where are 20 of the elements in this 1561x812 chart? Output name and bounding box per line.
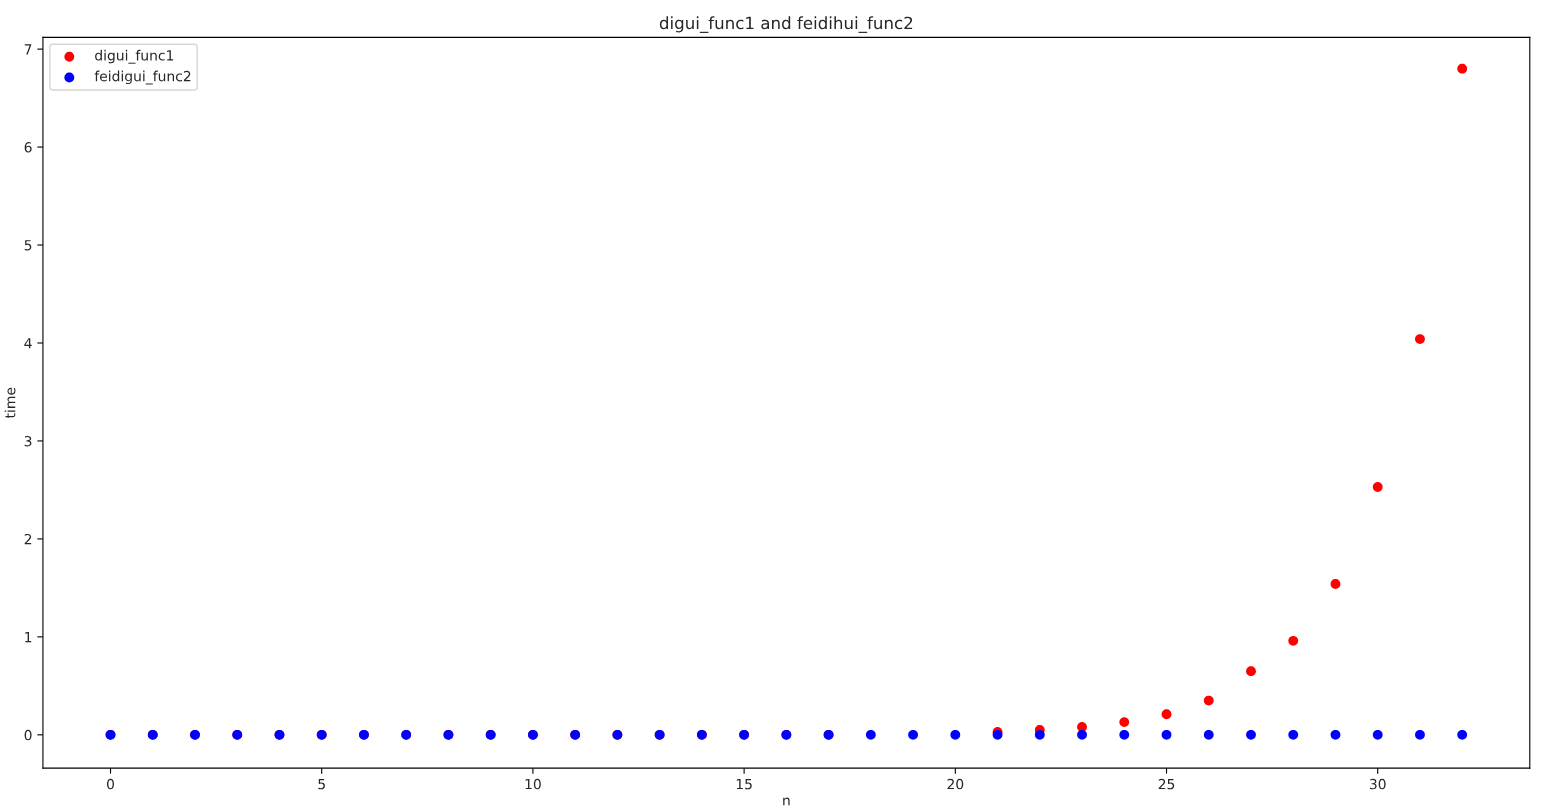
y-tick-label: 5 (24, 240, 32, 251)
x-tick-label: 25 (1158, 778, 1175, 790)
y-tick-label: 7 (24, 44, 32, 55)
legend-label: feidigui_func2 (94, 70, 191, 85)
y-tick-label: 6 (24, 142, 32, 153)
x-tick-label: 0 (107, 778, 115, 790)
x-tick-label: 5 (318, 779, 325, 790)
legend-label: digui_func1 (95, 49, 174, 64)
y-tick-label: 2 (24, 533, 32, 545)
x-tick-label: 15 (736, 779, 752, 790)
y-tick-label: 1 (25, 632, 32, 643)
x-axis-title: n (783, 797, 790, 806)
chart-title: digui_func1 and feidihui_func2 (659, 16, 913, 33)
x-tick-label: 10 (525, 778, 541, 790)
x-tick-label: 20 (947, 778, 964, 790)
y-tick-label: 0 (24, 729, 32, 741)
y-axis-title: time (4, 387, 16, 419)
y-tick-label: 4 (24, 338, 32, 349)
y-tick-label: 3 (24, 435, 32, 447)
x-tick-label: 30 (1369, 778, 1386, 790)
